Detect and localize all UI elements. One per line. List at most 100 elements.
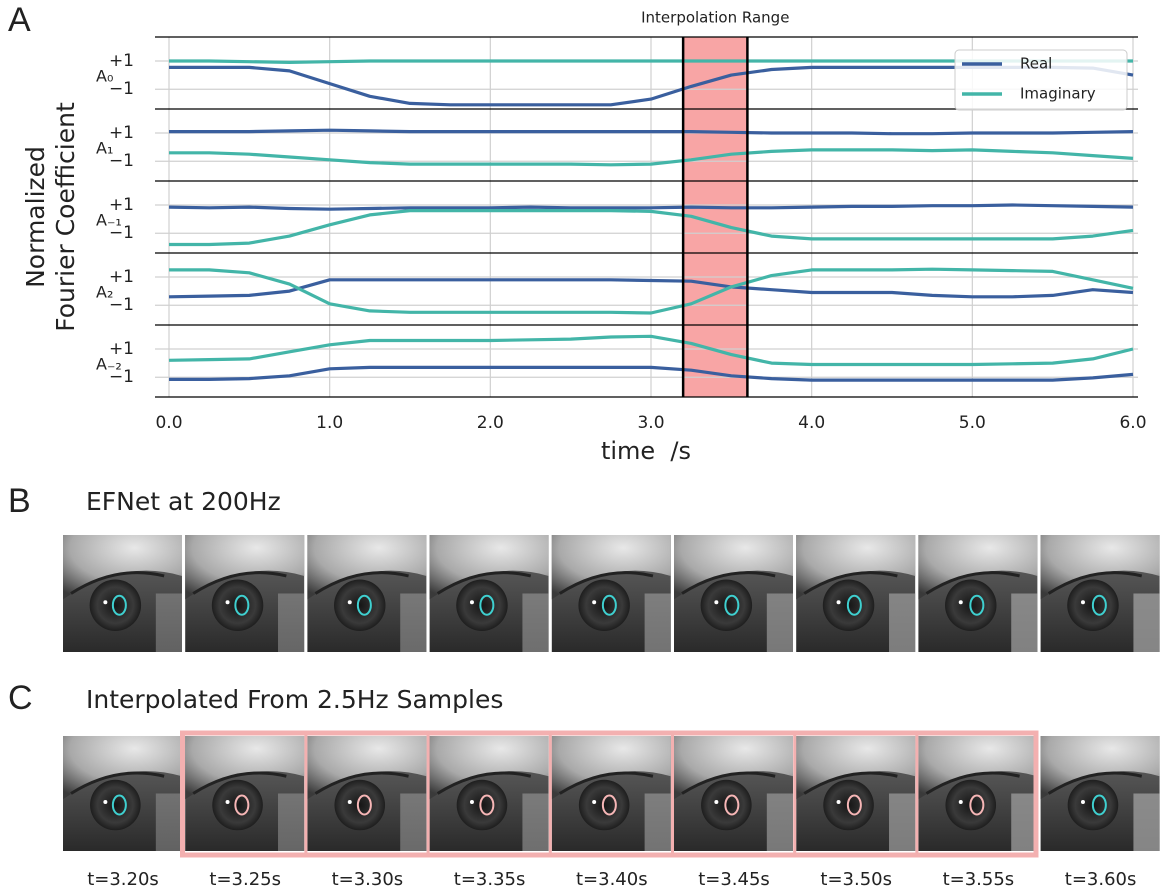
row-label: A₁ — [96, 139, 113, 158]
hand — [400, 793, 427, 851]
glint — [836, 800, 841, 804]
series-line — [168, 278, 1134, 299]
eye-frame — [674, 736, 793, 851]
lashes — [192, 771, 287, 795]
frame-time: t=3.50s — [820, 869, 892, 890]
eye-frame — [674, 535, 793, 652]
lashes — [558, 771, 654, 795]
pupil-fit — [724, 594, 740, 616]
eyelid — [674, 535, 793, 600]
eye-frame — [307, 535, 427, 652]
y-tick-label: −1 — [109, 79, 134, 99]
frame-time: t=3.40s — [576, 869, 648, 890]
frame-time: t=3.30s — [332, 869, 404, 890]
lashes — [681, 571, 776, 595]
pupil-fit — [111, 594, 127, 616]
pupil-fit — [479, 594, 495, 616]
lashes — [436, 771, 532, 795]
lashes — [803, 571, 898, 595]
x-tick-label: 1.0 — [316, 413, 343, 433]
y-tick-label: +1 — [109, 195, 134, 215]
eye-frame — [429, 736, 549, 851]
legend-label: Imaginary — [1020, 85, 1096, 103]
pupil-fit — [234, 594, 250, 616]
panel-title: EFNet at 200Hz — [86, 487, 281, 516]
panel-letter: C — [8, 679, 33, 717]
glint — [469, 600, 474, 605]
glint — [225, 800, 230, 804]
iris — [456, 579, 508, 631]
row-label: A₂ — [96, 283, 113, 302]
pupil-fit — [479, 794, 495, 816]
eyelid — [918, 736, 1038, 800]
row-label: A₋₁ — [96, 211, 122, 230]
hand — [400, 593, 427, 652]
eyelid — [185, 535, 305, 600]
pupil-fit — [1091, 594, 1107, 616]
glint — [592, 800, 597, 804]
eyelid — [429, 736, 549, 800]
eye-frame — [796, 736, 916, 851]
hand — [1011, 593, 1038, 652]
lashes — [314, 771, 409, 795]
eyelid — [1040, 736, 1160, 800]
frame-time: t=3.35s — [454, 869, 526, 890]
hand — [522, 593, 549, 652]
hand — [522, 793, 549, 851]
hand — [644, 593, 671, 652]
glint — [958, 600, 963, 605]
hand — [766, 593, 793, 652]
x-tick-label: 4.0 — [798, 413, 825, 433]
pupil-fit — [724, 794, 740, 816]
hand — [766, 793, 793, 851]
x-tick-label: 5.0 — [959, 413, 986, 433]
pupil-fit — [356, 794, 372, 816]
iris — [456, 779, 508, 831]
eyelid — [551, 535, 671, 600]
glint — [714, 800, 719, 804]
frame-time: t=3.55s — [943, 869, 1015, 890]
lashes — [1047, 771, 1143, 795]
hand — [644, 793, 671, 851]
y-tick-label: +1 — [109, 51, 134, 71]
eye-frame — [796, 535, 916, 652]
iris — [578, 579, 630, 631]
y-tick-label: −1 — [109, 151, 134, 171]
series-line — [169, 128, 1134, 136]
glint — [1080, 600, 1085, 605]
glint — [1080, 800, 1085, 804]
eye-frame — [918, 736, 1038, 851]
y-tick-label: −1 — [109, 295, 134, 315]
eye-frame — [551, 535, 671, 652]
pupil-fit — [234, 794, 250, 816]
eye-frame — [1040, 736, 1160, 851]
frame-time: t=3.25s — [209, 869, 281, 890]
pupil-fit — [601, 594, 617, 616]
iris — [211, 579, 264, 631]
eye-frame — [429, 535, 549, 652]
eye-frame — [307, 736, 427, 851]
eyelid — [796, 736, 916, 800]
eye-frame — [551, 736, 671, 851]
eyelid — [1040, 535, 1160, 600]
glint — [347, 800, 352, 804]
lashes — [314, 571, 409, 595]
eyelid — [429, 535, 549, 600]
eyelid — [918, 535, 1038, 600]
row-label: A₀ — [96, 67, 113, 86]
y-axis-label: Normalized — [21, 146, 50, 288]
iris — [89, 579, 142, 631]
lashes — [681, 771, 776, 795]
iris — [334, 779, 386, 831]
hand — [889, 593, 916, 652]
legend-label: Real — [1020, 55, 1052, 73]
hand — [155, 593, 182, 652]
row-label: A₋₂ — [96, 355, 122, 374]
pupil-fit — [969, 794, 985, 816]
series-line — [169, 148, 1134, 167]
hand — [278, 793, 305, 851]
eye-frame — [918, 535, 1038, 652]
glint — [958, 800, 963, 804]
glint — [225, 600, 230, 605]
x-axis-label: time /s — [601, 437, 691, 465]
